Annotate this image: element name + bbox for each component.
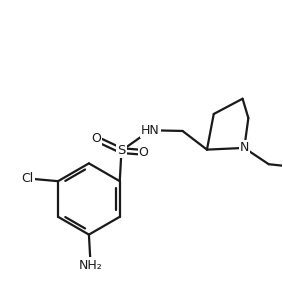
Text: Cl: Cl xyxy=(22,172,34,185)
Text: NH₂: NH₂ xyxy=(79,259,102,272)
Text: N: N xyxy=(240,141,249,154)
Text: O: O xyxy=(139,146,149,159)
Text: O: O xyxy=(91,132,101,145)
Text: S: S xyxy=(117,144,126,157)
Text: HN: HN xyxy=(141,124,160,137)
